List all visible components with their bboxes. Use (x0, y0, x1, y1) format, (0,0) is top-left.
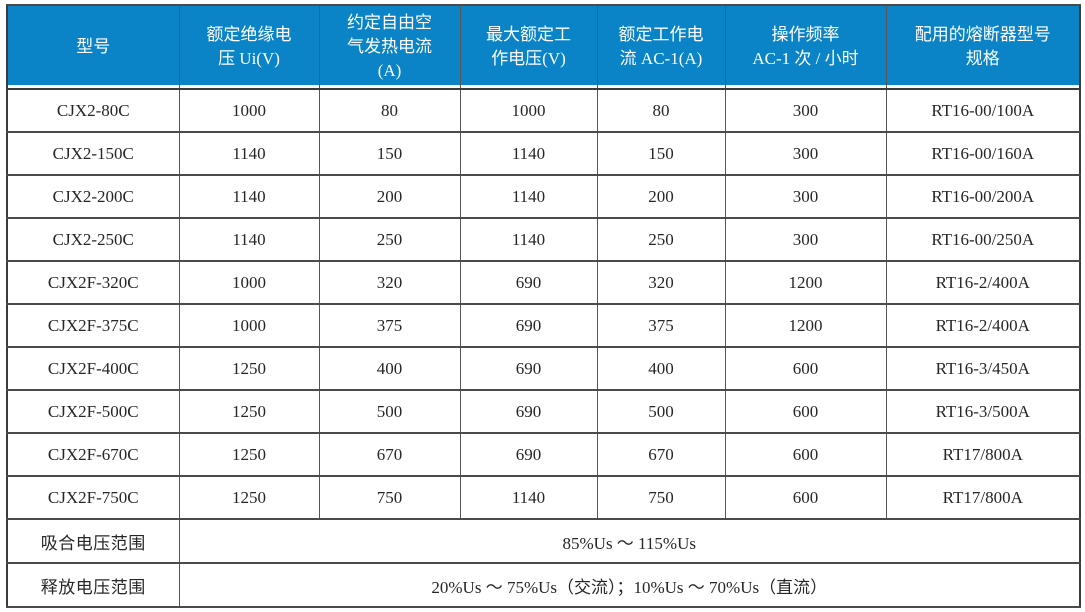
value-cell: 320 (318, 260, 461, 305)
table-row: CJX2F-320C 1000 320 690 320 1200 RT16-2/400A (6, 260, 1081, 305)
value-cell: RT16-00/200A (885, 174, 1081, 219)
value-cell: 400 (596, 346, 726, 391)
value-cell: 1140 (178, 174, 320, 219)
value-cell: 1140 (459, 131, 598, 176)
value-cell: 400 (318, 346, 461, 391)
value-cell: 750 (596, 475, 726, 520)
model-cell: CJX2-80C (6, 88, 180, 133)
value-cell: 80 (318, 88, 461, 133)
model-cell: CJX2F-400C (6, 346, 180, 391)
value-cell: 300 (724, 88, 887, 133)
table-row: CJX2-250C 1140 250 1140 250 300 RT16-00/250A (6, 217, 1081, 262)
value-cell: 1000 (178, 303, 320, 348)
footer-label: 吸合电压范围 (6, 518, 180, 564)
value-cell: 1140 (459, 174, 598, 219)
table-row: CJX2F-750C 1250 750 1140 750 600 RT17/800A (6, 475, 1081, 520)
model-cell: CJX2F-320C (6, 260, 180, 305)
value-cell: 1000 (459, 88, 598, 133)
value-cell: 80 (596, 88, 726, 133)
value-cell: 500 (596, 389, 726, 434)
header-row: 型号 额定绝缘电 压 Ui(V) 约定自由空 气发热电流 (A) 最大额定工 作… (6, 4, 1081, 90)
model-cell: CJX2-250C (6, 217, 180, 262)
model-cell: CJX2F-670C (6, 432, 180, 477)
value-cell: 1200 (724, 303, 887, 348)
table-row: CJX2F-375C 1000 375 690 375 1200 RT16-2/400A (6, 303, 1081, 348)
footer-row-pickup-voltage: 吸合电压范围 85%Us ～ 115%Us (6, 518, 1081, 564)
value-cell: 600 (724, 432, 887, 477)
value-cell: 600 (724, 346, 887, 391)
value-cell: 1250 (178, 346, 320, 391)
value-cell: 1140 (459, 217, 598, 262)
value-cell: 375 (596, 303, 726, 348)
footer-label: 释放电压范围 (6, 562, 180, 608)
value-cell: RT17/800A (885, 475, 1081, 520)
column-header-matching-fuse-spec: 配用的熔断器型号 规格 (885, 4, 1081, 90)
table-row: CJX2-200C 1140 200 1140 200 300 RT16-00/200A (6, 174, 1081, 219)
column-header-rated-operating-current: 额定工作电 流 AC-1(A) (596, 4, 726, 90)
value-cell: 690 (459, 346, 598, 391)
value-cell: RT16-2/400A (885, 303, 1081, 348)
value-cell: RT16-00/160A (885, 131, 1081, 176)
table-row: CJX2-80C 1000 80 1000 80 300 RT16-00/100A (6, 88, 1081, 133)
value-cell: RT17/800A (885, 432, 1081, 477)
value-cell: 250 (596, 217, 726, 262)
column-header-model: 型号 (6, 4, 180, 90)
value-cell: 690 (459, 303, 598, 348)
column-header-max-rated-operating-voltage: 最大额定工 作电压(V) (459, 4, 598, 90)
value-cell: RT16-2/400A (885, 260, 1081, 305)
model-cell: CJX2F-750C (6, 475, 180, 520)
value-cell: 1140 (178, 131, 320, 176)
value-cell: 1140 (459, 475, 598, 520)
table-row: CJX2F-400C 1250 400 690 400 600 RT16-3/450A (6, 346, 1081, 391)
value-cell: 600 (724, 389, 887, 434)
table-row: CJX2F-670C 1250 670 690 670 600 RT17/800A (6, 432, 1081, 477)
value-cell: RT16-00/100A (885, 88, 1081, 133)
value-cell: 250 (318, 217, 461, 262)
value-cell: RT16-3/500A (885, 389, 1081, 434)
value-cell: 1250 (178, 389, 320, 434)
value-cell: 300 (724, 174, 887, 219)
value-cell: 600 (724, 475, 887, 520)
value-cell: 150 (596, 131, 726, 176)
value-cell: 200 (596, 174, 726, 219)
value-cell: 690 (459, 389, 598, 434)
column-header-rated-insulation-voltage: 额定绝缘电 压 Ui(V) (178, 4, 320, 90)
value-cell: 670 (318, 432, 461, 477)
value-cell: 300 (724, 217, 887, 262)
footer-value: 85%Us ～ 115%Us (178, 518, 1081, 564)
column-header-conventional-free-air-thermal-current: 约定自由空 气发热电流 (A) (318, 4, 461, 90)
value-cell: RT16-00/250A (885, 217, 1081, 262)
value-cell: 375 (318, 303, 461, 348)
value-cell: 300 (724, 131, 887, 176)
model-cell: CJX2F-500C (6, 389, 180, 434)
value-cell: RT16-3/450A (885, 346, 1081, 391)
value-cell: 1250 (178, 432, 320, 477)
table-row: CJX2F-500C 1250 500 690 500 600 RT16-3/500A (6, 389, 1081, 434)
value-cell: 670 (596, 432, 726, 477)
value-cell: 500 (318, 389, 461, 434)
value-cell: 690 (459, 260, 598, 305)
value-cell: 690 (459, 432, 598, 477)
table-row: CJX2-150C 1140 150 1140 150 300 RT16-00/160A (6, 131, 1081, 176)
model-cell: CJX2-200C (6, 174, 180, 219)
value-cell: 1140 (178, 217, 320, 262)
value-cell: 1200 (724, 260, 887, 305)
value-cell: 320 (596, 260, 726, 305)
value-cell: 200 (318, 174, 461, 219)
contactor-spec-table: 型号 额定绝缘电 压 Ui(V) 约定自由空 气发热电流 (A) 最大额定工 作… (6, 4, 1081, 608)
value-cell: 150 (318, 131, 461, 176)
model-cell: CJX2F-375C (6, 303, 180, 348)
value-cell: 1250 (178, 475, 320, 520)
value-cell: 1000 (178, 260, 320, 305)
footer-value: 20%Us ～ 75%Us（交流）；10%Us ～ 70%Us（直流） (178, 562, 1081, 608)
column-header-operating-frequency: 操作频率 AC-1 次 / 小时 (724, 4, 887, 90)
footer-row-release-voltage: 释放电压范围 20%Us ～ 75%Us（交流）；10%Us ～ 70%Us（直… (6, 562, 1081, 608)
model-cell: CJX2-150C (6, 131, 180, 176)
value-cell: 1000 (178, 88, 320, 133)
value-cell: 750 (318, 475, 461, 520)
